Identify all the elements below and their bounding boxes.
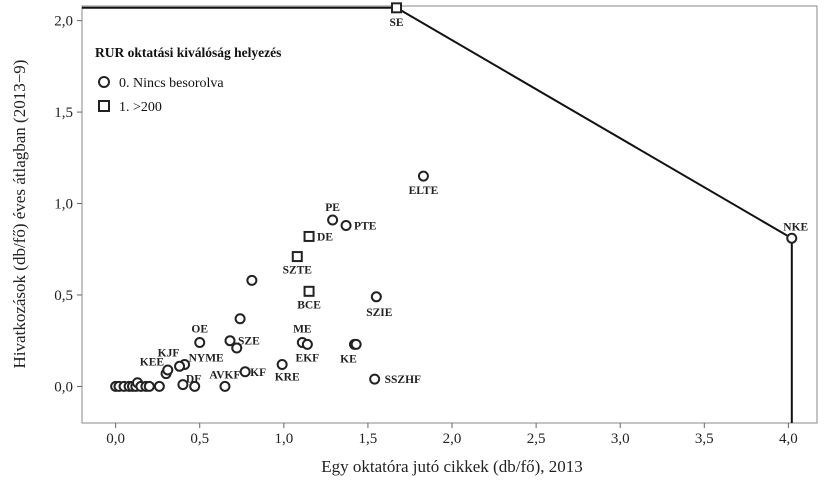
point-label: SE xyxy=(389,17,403,29)
y-axis-title: Hivatkozások (db/fő) éves átlagban (2013… xyxy=(10,60,29,369)
x-tick-label: 2,5 xyxy=(527,431,546,447)
point-circle xyxy=(301,338,313,350)
frontier-line xyxy=(82,6,793,423)
x-tick-label: 3,0 xyxy=(611,431,630,447)
point-label: KF xyxy=(250,367,266,379)
legend: RUR oktatási kiválóság helyezés 0. Nincs… xyxy=(95,45,281,115)
point-circle xyxy=(234,313,246,325)
point-circle xyxy=(370,291,382,303)
point-label: SZIE xyxy=(366,307,393,319)
plot-frame xyxy=(81,5,818,424)
point-label: NYME xyxy=(189,352,224,364)
legend-circle-icon xyxy=(98,76,110,88)
point-label: KJF xyxy=(158,347,180,359)
point-label: ME xyxy=(293,324,312,336)
point-circle xyxy=(340,219,352,231)
point-label: ELTE xyxy=(409,185,439,197)
x-tick-label: 1,0 xyxy=(274,431,293,447)
point-label: DF xyxy=(186,374,201,386)
point-label: SZE xyxy=(238,336,260,348)
legend-title: RUR oktatási kiválóság helyezés xyxy=(95,45,281,60)
point-label: PE xyxy=(325,202,340,214)
point-circle xyxy=(246,274,258,286)
point-circle xyxy=(162,364,174,376)
y-tick-label: 1,0 xyxy=(54,197,73,213)
points-layer xyxy=(110,2,798,392)
point-circle xyxy=(177,379,189,391)
point-circle xyxy=(417,170,429,182)
point-label: SZTE xyxy=(283,265,313,277)
point-circle xyxy=(231,342,243,354)
point-square xyxy=(303,285,315,297)
legend-entry-1: 1. >200 xyxy=(119,100,162,115)
point-circle xyxy=(327,214,339,226)
point-label: NKE xyxy=(783,221,808,233)
point-circle xyxy=(174,360,186,372)
point-circle xyxy=(189,380,201,392)
point-circle xyxy=(143,380,155,392)
x-tick-label: 0,5 xyxy=(190,431,209,447)
point-label: SSZHF xyxy=(385,374,421,386)
point-circle xyxy=(350,338,362,350)
point-circle xyxy=(224,335,236,347)
legend-entry-0: 0. Nincs besorolva xyxy=(119,76,224,91)
point-circle xyxy=(239,366,251,378)
point-circle xyxy=(276,358,288,370)
x-tick-label: 2,0 xyxy=(443,431,462,447)
y-tick-label: 0,5 xyxy=(54,288,73,304)
y-tick-label: 1,5 xyxy=(54,105,73,121)
y-axis: 0,0 0,5 1,0 1,5 2,0 xyxy=(54,14,82,395)
y-tick-label: 0,0 xyxy=(54,379,73,395)
point-square xyxy=(291,251,303,263)
point-square xyxy=(391,2,403,14)
x-tick-label: 4,0 xyxy=(779,431,798,447)
x-tick-label: 3,5 xyxy=(695,431,714,447)
point-label: BCE xyxy=(297,299,321,311)
point-label: KEE xyxy=(140,357,165,369)
point-label: DE xyxy=(317,231,333,243)
point-square xyxy=(303,230,315,242)
point-label: KRE xyxy=(275,371,300,383)
point-label: PTE xyxy=(354,220,377,232)
frontier-layer xyxy=(82,6,793,423)
point-label: EKF xyxy=(296,352,320,364)
y-tick-label: 2,0 xyxy=(54,14,73,30)
point-circle xyxy=(219,380,231,392)
x-axis-title: Egy oktatóra jutó cikkek (db/fő), 2013 xyxy=(321,457,583,476)
point-circle xyxy=(194,337,206,349)
x-axis: 0,0 0,5 1,0 1,5 2,0 2,5 3,0 3,5 4,0 xyxy=(106,423,798,447)
point-circle xyxy=(786,232,798,244)
labels-layer: ELTE PE PTE NKE SZIE OE SZE ME EKF KE NYME KJF KRE KE… xyxy=(140,17,809,386)
point-circle xyxy=(153,380,165,392)
point-label: OE xyxy=(191,324,208,336)
x-tick-label: 1,5 xyxy=(359,431,378,447)
point-label: KE xyxy=(340,353,357,365)
point-circle xyxy=(369,373,381,385)
point-label: AVKF xyxy=(209,369,240,381)
x-tick-label: 0,0 xyxy=(106,431,125,447)
legend-square-icon xyxy=(98,100,110,112)
